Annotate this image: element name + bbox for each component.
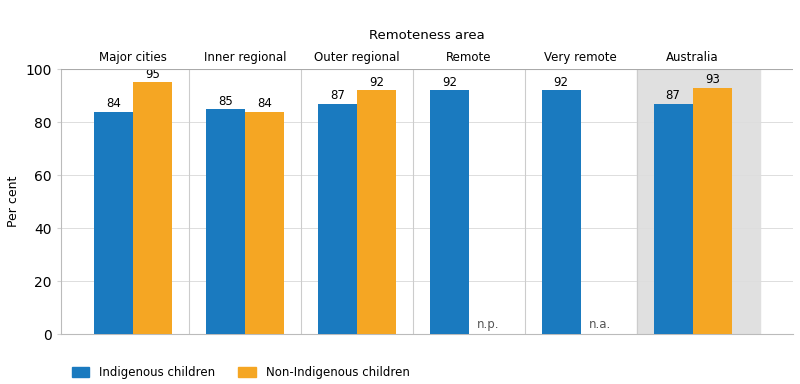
Text: n.a.: n.a. [590,318,611,331]
Bar [134,83,173,334]
Text: n.p.: n.p. [478,318,500,331]
Bar [637,69,760,334]
Bar [430,90,469,334]
Text: 92: 92 [554,76,569,89]
Bar [206,109,245,334]
Text: 87: 87 [330,89,345,102]
Text: 95: 95 [146,68,160,81]
Text: 93: 93 [705,73,720,86]
Text: 92: 92 [369,76,384,89]
Text: Australia: Australia [666,51,719,64]
Bar [654,104,693,334]
Bar [94,111,134,334]
Bar [245,111,284,334]
Bar [357,90,396,334]
Text: 87: 87 [666,89,681,102]
Text: 85: 85 [218,94,233,108]
Y-axis label: Per cent: Per cent [7,176,20,227]
Title: Remoteness area: Remoteness area [369,28,485,41]
Text: Remote: Remote [446,51,492,64]
Text: 92: 92 [442,76,457,89]
Text: Very remote: Very remote [545,51,617,64]
Bar [318,104,357,334]
Text: 84: 84 [258,97,272,110]
Text: Inner regional: Inner regional [204,51,286,64]
Text: Outer regional: Outer regional [314,51,400,64]
Bar [542,90,581,334]
Text: 84: 84 [106,97,121,110]
Bar [693,88,732,334]
Text: Major cities: Major cities [99,51,167,64]
Legend: Indigenous children, Non-Indigenous children: Indigenous children, Non-Indigenous chil… [67,361,414,384]
